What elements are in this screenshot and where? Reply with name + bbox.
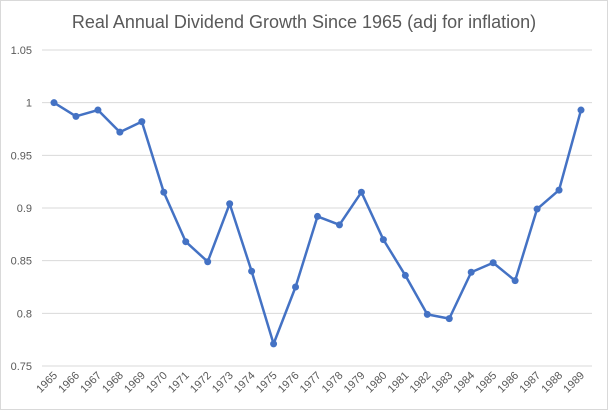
data-point — [292, 283, 300, 291]
x-tick-label: 1974 — [232, 370, 258, 396]
y-tick-label: 0.85 — [11, 256, 32, 268]
x-tick-label: 1977 — [298, 370, 324, 396]
series-line — [53, 101, 583, 346]
x-tick-label: 1989 — [561, 370, 587, 396]
y-tick-label: 0.8 — [17, 308, 32, 320]
x-tick-label: 1970 — [144, 370, 170, 396]
x-tick-label: 1984 — [452, 370, 478, 396]
data-point — [248, 267, 256, 275]
x-tick-label: 1987 — [517, 370, 543, 396]
data-point — [116, 128, 124, 136]
x-tick-label: 1986 — [495, 370, 521, 396]
x-tick-label: 1976 — [276, 370, 302, 396]
x-tick-label: 1988 — [539, 370, 565, 396]
y-tick-label: 1 — [26, 98, 32, 110]
data-point — [138, 118, 146, 126]
data-point — [357, 188, 365, 196]
data-point — [489, 259, 497, 267]
x-tick-label: 1967 — [78, 370, 104, 396]
x-tick-label: 1969 — [122, 370, 148, 396]
data-point — [94, 106, 102, 114]
data-point — [577, 106, 585, 114]
data-point — [204, 258, 212, 266]
data-point — [379, 236, 387, 244]
data-point — [314, 212, 321, 220]
x-tick-label: 1972 — [188, 370, 214, 396]
data-point — [511, 277, 519, 285]
y-tick-label: 0.9 — [17, 203, 32, 215]
x-tick-label: 1978 — [320, 370, 346, 396]
data-point — [401, 271, 409, 279]
y-tick-label: 0.75 — [11, 361, 32, 373]
data-point — [533, 205, 541, 213]
x-tick-label: 1971 — [166, 370, 192, 396]
x-tick-label: 1985 — [473, 370, 499, 396]
data-point — [467, 268, 475, 276]
x-tick-label: 1973 — [210, 370, 236, 396]
data-point — [423, 310, 431, 318]
x-tick-label: 1966 — [56, 370, 82, 396]
x-tick-label: 1975 — [254, 370, 280, 396]
data-point — [445, 315, 453, 323]
data-point — [555, 186, 563, 194]
y-tick-label: 0.95 — [11, 150, 32, 162]
y-tick-label: 1.05 — [11, 45, 32, 57]
x-tick-label: 1965 — [34, 370, 60, 396]
x-tick-label: 1979 — [342, 370, 368, 396]
data-point — [182, 238, 190, 246]
data-point — [270, 340, 278, 348]
x-tick-label: 1968 — [100, 370, 126, 396]
data-point — [160, 188, 168, 196]
data-point — [72, 112, 80, 120]
data-point — [226, 200, 234, 208]
data-point — [50, 99, 58, 107]
x-tick-label: 1983 — [430, 370, 456, 396]
chart-title: Real Annual Dividend Growth Since 1965 (… — [72, 12, 536, 32]
data-point — [335, 221, 343, 229]
x-tick-label: 1980 — [364, 370, 390, 396]
x-tick-label: 1981 — [386, 370, 412, 396]
x-tick-label: 1982 — [408, 370, 434, 396]
